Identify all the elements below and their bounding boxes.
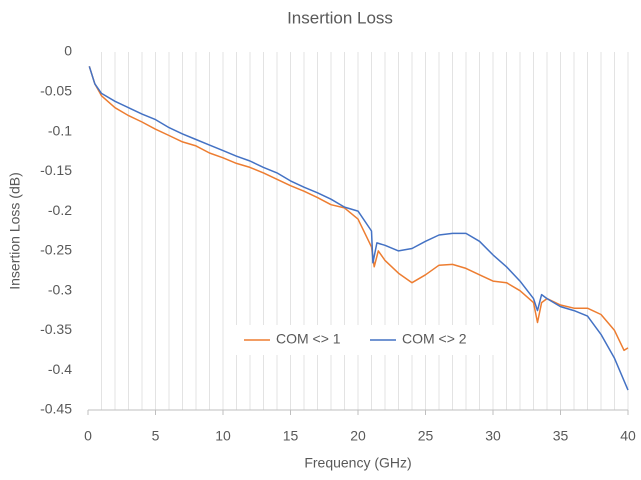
legend: COM <> 1 COM <> 2 xyxy=(228,325,500,355)
y-tick-label: -0.25 xyxy=(40,242,72,258)
y-tick-label: -0.2 xyxy=(48,202,72,218)
x-tick-label: 30 xyxy=(485,428,501,444)
y-tick-label: -0.15 xyxy=(40,162,72,178)
x-tick-label: 0 xyxy=(84,428,92,444)
y-tick-label: -0.35 xyxy=(40,321,72,337)
x-tick-label: 40 xyxy=(620,428,636,444)
series-line xyxy=(88,66,629,352)
y-tick-label: -0.1 xyxy=(48,122,72,138)
x-tick-label: 10 xyxy=(215,428,231,444)
legend-box xyxy=(228,325,500,355)
legend-label: COM <> 1 xyxy=(276,331,341,347)
legend-label: COM <> 2 xyxy=(402,331,467,347)
series-line xyxy=(88,66,629,391)
x-tick-label: 15 xyxy=(283,428,299,444)
y-tick-label: -0.3 xyxy=(48,281,72,297)
y-tick-label: -0.05 xyxy=(40,82,72,98)
x-tick-label: 25 xyxy=(418,428,434,444)
x-axis-label: Frequency (GHz) xyxy=(304,455,411,471)
x-tick-label: 35 xyxy=(553,428,569,444)
x-tick-label: 5 xyxy=(152,428,160,444)
y-axis-label: Insertion Loss (dB) xyxy=(7,172,23,290)
y-tick-label: -0.45 xyxy=(40,401,72,417)
y-tick-label: 0 xyxy=(64,43,72,59)
x-tick-label: 20 xyxy=(350,428,366,444)
chart-title: Insertion Loss xyxy=(287,8,393,27)
y-tick-label: -0.4 xyxy=(48,361,72,377)
